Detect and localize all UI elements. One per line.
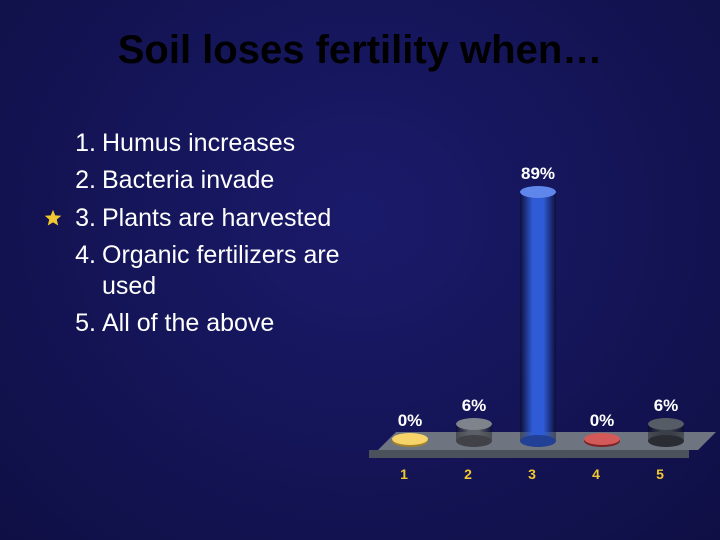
poll-chart: 0%16%289%30%46%5 — [378, 130, 698, 490]
bar-x-label: 4 — [564, 466, 628, 482]
answer-row: 2.Bacteria invade — [40, 165, 400, 196]
bar-x-label: 1 — [372, 466, 436, 482]
answer-text: Humus increases — [102, 128, 400, 159]
answer-number: 3. — [66, 203, 102, 234]
answer-text: Plants are harvested — [102, 203, 400, 234]
answer-number: 5. — [66, 308, 102, 339]
star-cell — [40, 240, 66, 270]
answer-row: 1.Humus increases — [40, 128, 400, 159]
answer-list: 1.Humus increases2.Bacteria invade3.Plan… — [40, 128, 400, 346]
bar-value-label: 89% — [506, 164, 570, 184]
answer-row: 3.Plants are harvested — [40, 203, 400, 234]
answer-text: Organic fertilizers are used — [102, 240, 400, 303]
answer-text: All of the above — [102, 308, 400, 339]
star-icon — [44, 209, 62, 227]
bar-value-label: 0% — [570, 411, 634, 431]
star-cell — [40, 128, 66, 158]
bar-x-label: 2 — [436, 466, 500, 482]
bar-value-label: 6% — [442, 396, 506, 416]
answer-number: 2. — [66, 165, 102, 196]
star-cell — [40, 308, 66, 338]
slide: Soil loses fertility when… 1.Humus incre… — [0, 0, 720, 540]
bar-x-label: 3 — [500, 466, 564, 482]
slide-title: Soil loses fertility when… — [0, 28, 720, 73]
answer-number: 4. — [66, 240, 102, 271]
answer-text: Bacteria invade — [102, 165, 400, 196]
answer-row: 5.All of the above — [40, 308, 400, 339]
answer-row: 4.Organic fertilizers are used — [40, 240, 400, 303]
bar-value-label: 0% — [378, 411, 442, 431]
star-cell — [40, 203, 66, 233]
star-cell — [40, 165, 66, 195]
bar-x-label: 5 — [628, 466, 692, 482]
bar-value-label: 6% — [634, 396, 698, 416]
chart-base-front — [369, 450, 689, 458]
answer-number: 1. — [66, 128, 102, 159]
